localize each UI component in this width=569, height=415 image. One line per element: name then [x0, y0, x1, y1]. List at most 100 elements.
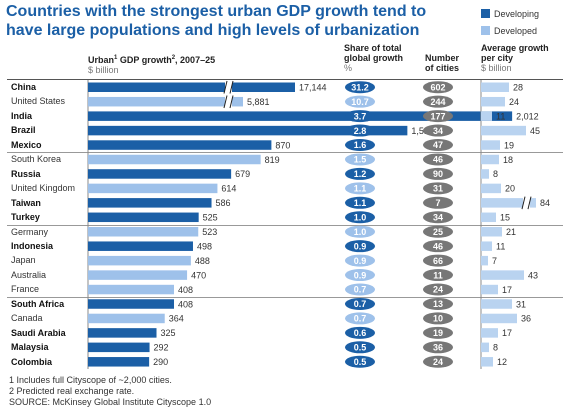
avg-value-germany: 21	[506, 227, 516, 237]
avg-bar-canada	[481, 313, 517, 324]
share-oval-france	[345, 283, 375, 296]
cities-oval-india	[423, 110, 453, 123]
cities-value-turkey: 34	[433, 212, 443, 222]
avg-bar-indonesia	[481, 241, 492, 251]
cities-value-saudi-arabia: 19	[433, 328, 443, 338]
gdp-bar-malaysia	[88, 342, 150, 353]
avg-value-taiwan: 84	[540, 198, 550, 208]
cities-value-mexico: 47	[433, 140, 443, 150]
cities-value-south-africa: 13	[433, 299, 443, 309]
gdp-bar-india	[88, 111, 513, 121]
avg-bar-china	[481, 82, 509, 92]
cities-value-france: 24	[433, 285, 443, 295]
row-label-united-states: United States	[11, 96, 66, 107]
share-value-canada: 0.7	[354, 314, 367, 324]
cities-oval-canada	[423, 312, 453, 325]
avg-value-russia: 8	[493, 169, 498, 179]
avg-bar-france	[481, 284, 498, 295]
cities-value-united-kingdom: 31	[433, 184, 443, 194]
column-header-share: Share of total global growth %	[344, 43, 403, 73]
share-value-japan: 0.9	[354, 256, 367, 266]
legend-item-developed: Developed	[481, 22, 539, 39]
row-label-mexico: Mexico	[11, 139, 42, 150]
row-label-india: India	[11, 110, 33, 121]
cities-oval-japan	[423, 254, 453, 267]
cities-value-china: 602	[430, 82, 445, 92]
avg-value-colombia: 12	[497, 357, 507, 367]
footnote-2: 2 Predicted real exchange rate.	[9, 386, 135, 396]
cities-oval-united-kingdom	[423, 182, 453, 195]
cities-oval-south-africa	[423, 297, 453, 310]
row-label-germany: Germany	[11, 226, 49, 237]
cities-oval-brazil	[423, 124, 453, 137]
chart-title: Countries with the strongest urban GDP g…	[6, 3, 427, 39]
share-value-germany: 1.0	[354, 227, 367, 237]
share-oval-saudi-arabia	[345, 326, 375, 339]
gdp-bar-japan	[88, 255, 191, 266]
avg-value-brazil: 45	[530, 126, 540, 136]
share-value-south-korea: 1.5	[354, 155, 367, 165]
share-value-malaysia: 0.5	[354, 343, 367, 353]
row-label-colombia: Colombia	[11, 356, 53, 367]
cities-value-australia: 11	[433, 270, 443, 280]
row-label-france: France	[11, 284, 40, 295]
share-oval-china	[345, 81, 375, 94]
column-unit-gdp: $ billion	[88, 65, 119, 75]
share-oval-colombia	[345, 355, 375, 368]
avg-value-united-states: 24	[509, 97, 519, 107]
share-oval-russia	[345, 167, 375, 180]
share-oval-japan	[345, 254, 375, 267]
share-value-mexico: 1.6	[354, 140, 367, 150]
gdp-bar-colombia	[88, 357, 150, 367]
avg-bar-malaysia	[481, 342, 489, 353]
cities-oval-malaysia	[423, 341, 453, 354]
cities-value-japan: 66	[433, 256, 443, 266]
avg-value-turkey: 15	[500, 213, 510, 223]
share-value-south-africa: 0.7	[354, 299, 367, 309]
gdp-value-australia: 470	[191, 270, 206, 280]
cities-oval-mexico	[423, 139, 453, 151]
avg-value-china: 28	[513, 83, 523, 93]
row-label-south-africa: South Africa	[11, 298, 65, 309]
avg-axis-break-mark	[521, 196, 526, 210]
column-header-gdp: Urban1 GDP growth2, 2007–25 $ billion	[88, 55, 216, 75]
row-label-australia: Australia	[11, 269, 47, 280]
share-oval-united-states	[345, 95, 375, 108]
share-oval-taiwan	[345, 196, 375, 209]
cities-value-germany: 25	[433, 227, 443, 237]
share-oval-mexico	[345, 139, 375, 151]
gdp-value-india: 2,012	[516, 111, 539, 121]
cities-value-india: 177	[430, 111, 445, 121]
share-oval-india	[345, 110, 375, 123]
avg-value-south-korea: 18	[503, 155, 513, 165]
share-value-russia: 1.2	[354, 169, 367, 179]
share-value-colombia: 0.5	[354, 357, 367, 367]
gdp-axis-break-mark	[223, 80, 228, 94]
gdp-value-malaysia: 292	[154, 343, 169, 353]
share-oval-brazil	[345, 124, 375, 137]
cities-oval-germany	[423, 225, 453, 238]
share-value-turkey: 1.0	[354, 212, 367, 222]
gdp-value-taiwan: 586	[216, 198, 231, 208]
gdp-bar-indonesia	[88, 241, 193, 251]
row-label-canada: Canada	[11, 313, 43, 324]
cities-oval-indonesia	[423, 240, 453, 253]
gdp-value-mexico: 870	[275, 140, 290, 150]
gdp-value-colombia: 290	[153, 357, 168, 367]
cities-value-taiwan: 7	[435, 198, 440, 208]
gdp-value-south-africa: 408	[178, 299, 193, 309]
legend-item-developing: Developing	[481, 5, 539, 22]
avg-bar-japan	[481, 255, 488, 266]
legend: Developing Developed	[481, 5, 539, 39]
gdp-value-brazil: 1,515	[411, 126, 434, 136]
cities-oval-saudi-arabia	[423, 326, 453, 339]
cities-value-south-korea: 46	[433, 155, 443, 165]
share-oval-germany	[345, 225, 375, 238]
row-label-indonesia: Indonesia	[11, 240, 54, 251]
share-oval-turkey	[345, 211, 375, 224]
gdp-axis-break-mark	[223, 95, 228, 109]
share-value-taiwan: 1.1	[354, 198, 367, 208]
avg-bar-south-africa	[481, 299, 512, 309]
share-oval-indonesia	[345, 240, 375, 253]
gdp-axis-break-gap	[225, 95, 232, 108]
